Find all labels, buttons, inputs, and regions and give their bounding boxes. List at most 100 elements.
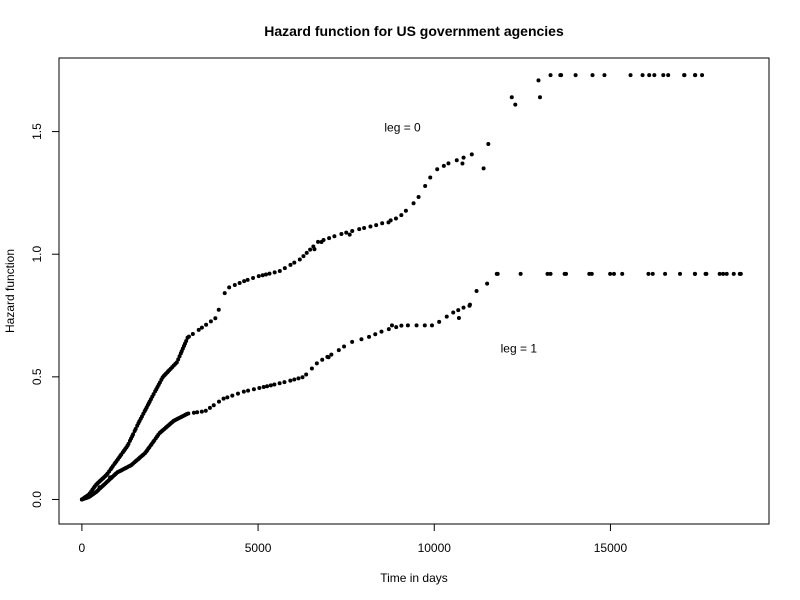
data-point bbox=[474, 289, 479, 293]
data-point bbox=[211, 403, 216, 408]
data-point bbox=[435, 167, 440, 172]
data-point bbox=[314, 361, 319, 366]
data-point bbox=[184, 338, 189, 343]
data-point bbox=[682, 73, 687, 78]
data-point bbox=[251, 387, 256, 392]
data-point bbox=[207, 405, 212, 410]
data-point bbox=[292, 377, 297, 382]
data-point bbox=[379, 329, 384, 334]
data-point bbox=[300, 375, 305, 380]
data-point bbox=[640, 73, 645, 78]
data-point bbox=[339, 231, 344, 236]
data-point bbox=[399, 323, 404, 328]
data-point bbox=[717, 271, 722, 276]
data-point bbox=[216, 307, 221, 312]
data-point bbox=[414, 323, 419, 328]
data-point bbox=[204, 322, 209, 327]
data-point bbox=[394, 325, 399, 330]
data-point bbox=[272, 270, 277, 275]
data-point bbox=[536, 78, 541, 83]
data-point bbox=[309, 366, 314, 371]
data-point bbox=[195, 410, 200, 415]
data-point bbox=[678, 271, 683, 276]
data-point bbox=[456, 308, 461, 313]
data-point bbox=[260, 273, 265, 278]
x-tick-label: 0 bbox=[79, 541, 86, 555]
data-point bbox=[308, 247, 313, 252]
data-point bbox=[235, 391, 240, 396]
data-point bbox=[590, 73, 595, 78]
data-point bbox=[326, 355, 331, 360]
data-point bbox=[216, 399, 221, 404]
data-point bbox=[731, 271, 736, 276]
data-point bbox=[336, 348, 341, 353]
data-point bbox=[559, 73, 564, 78]
data-point bbox=[441, 163, 446, 168]
data-point bbox=[703, 271, 708, 276]
data-point bbox=[693, 73, 698, 78]
data-point bbox=[319, 239, 324, 244]
data-point bbox=[620, 271, 625, 276]
data-point bbox=[537, 95, 542, 100]
data-point bbox=[373, 332, 378, 337]
data-point bbox=[428, 175, 433, 180]
data-point bbox=[241, 389, 246, 394]
data-point bbox=[461, 155, 466, 160]
data-point bbox=[288, 378, 293, 383]
x-tick-label: 10000 bbox=[418, 541, 452, 555]
data-point bbox=[721, 271, 726, 276]
data-point bbox=[301, 254, 306, 259]
data-point bbox=[213, 316, 218, 321]
data-point bbox=[347, 232, 352, 237]
data-points bbox=[79, 73, 743, 502]
data-point bbox=[203, 408, 208, 413]
y-axis-label: Hazard function bbox=[3, 249, 17, 333]
data-point bbox=[190, 331, 195, 336]
data-point bbox=[467, 303, 472, 308]
data-point bbox=[225, 395, 230, 400]
data-point bbox=[312, 247, 317, 252]
data-point bbox=[724, 271, 729, 276]
data-point bbox=[562, 271, 567, 276]
data-point bbox=[350, 228, 355, 233]
data-point bbox=[186, 411, 191, 416]
series-0 bbox=[79, 73, 705, 502]
data-point bbox=[611, 271, 616, 276]
annotations: leg = 0 leg = 1 bbox=[384, 121, 537, 356]
data-point bbox=[196, 327, 201, 332]
data-point bbox=[267, 271, 272, 276]
data-point bbox=[469, 152, 474, 157]
data-point bbox=[422, 323, 427, 328]
data-point bbox=[108, 475, 113, 480]
data-point bbox=[454, 158, 459, 163]
data-point bbox=[386, 327, 391, 332]
data-point bbox=[227, 285, 232, 290]
series-annotation: leg = 1 bbox=[501, 341, 538, 355]
data-point bbox=[261, 384, 266, 389]
data-point bbox=[486, 142, 491, 147]
data-point bbox=[133, 426, 138, 431]
data-point bbox=[199, 325, 204, 330]
data-point bbox=[332, 234, 337, 239]
data-point bbox=[268, 383, 273, 388]
data-point bbox=[176, 357, 181, 362]
data-point bbox=[399, 213, 404, 218]
data-point bbox=[628, 73, 633, 78]
data-point bbox=[296, 376, 301, 381]
data-point bbox=[423, 184, 428, 189]
y-tick-label: 1.5 bbox=[30, 123, 44, 140]
data-point bbox=[97, 485, 102, 490]
chart-title: Hazard function for US government agenci… bbox=[264, 23, 564, 39]
data-point bbox=[320, 357, 325, 362]
data-point bbox=[174, 360, 179, 365]
data-point bbox=[481, 166, 486, 171]
data-point bbox=[277, 381, 282, 386]
data-point bbox=[251, 276, 256, 281]
data-point bbox=[545, 271, 550, 276]
data-point bbox=[461, 305, 466, 310]
data-point bbox=[362, 225, 367, 230]
data-point bbox=[126, 441, 131, 446]
data-point bbox=[513, 102, 518, 107]
data-point bbox=[221, 396, 226, 401]
